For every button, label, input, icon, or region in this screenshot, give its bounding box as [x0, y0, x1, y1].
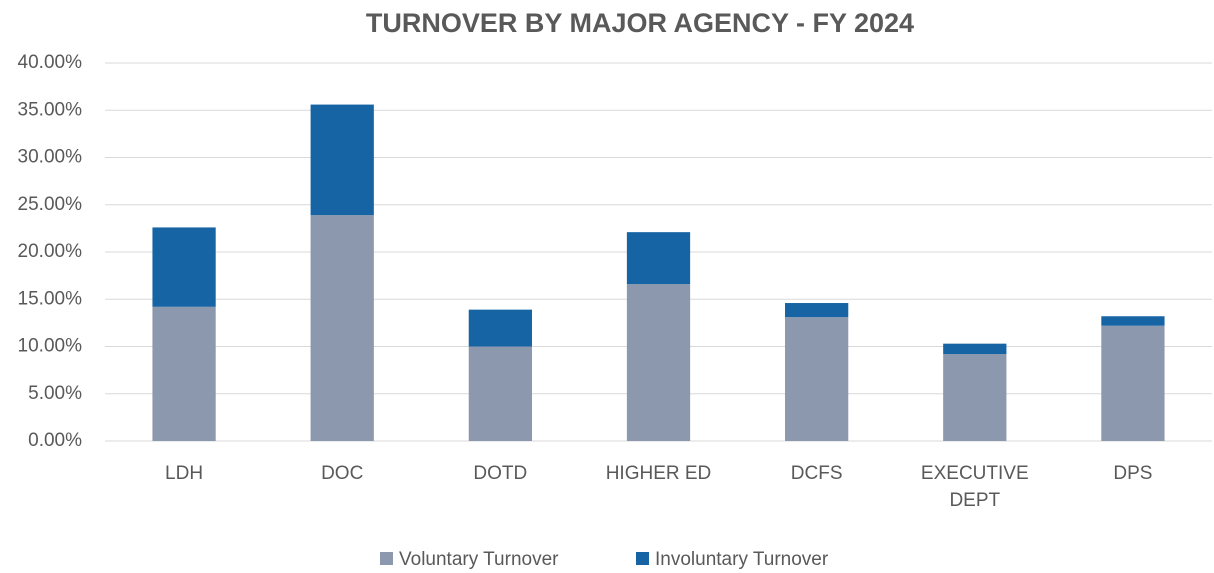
bar-segment: [626, 232, 691, 285]
bar-segment: [310, 215, 374, 441]
y-tick-label: 0.00%: [28, 430, 82, 451]
bar-segment: [943, 354, 1007, 441]
y-tick-label: 20.00%: [18, 241, 83, 262]
bar-segment: [1101, 316, 1165, 326]
y-tick-label: 40.00%: [18, 52, 83, 73]
bar-segment: [785, 303, 849, 318]
bar-segment: [468, 346, 532, 441]
bar-segment: [310, 104, 374, 216]
bar-segment: [1101, 325, 1165, 441]
legend-swatch: [380, 552, 393, 565]
bar-segment: [943, 343, 1007, 355]
chart-title: TURNOVER BY MAJOR AGENCY - FY 2024: [366, 8, 914, 38]
x-tick-label: LDH: [165, 463, 204, 484]
legend-label: Involuntary Turnover: [655, 549, 829, 570]
legend-swatch: [636, 552, 649, 565]
x-tick-label: DPS: [1113, 463, 1153, 484]
x-tick-label: DCFS: [790, 463, 843, 484]
legend-label: Voluntary Turnover: [399, 549, 559, 570]
x-tick-label: EXECUTIVE DEPT: [920, 463, 1029, 511]
y-tick-label: 15.00%: [18, 288, 83, 309]
x-tick-label: DOC: [321, 463, 364, 484]
y-tick-label: 10.00%: [18, 336, 83, 357]
y-tick-label: 5.00%: [28, 383, 82, 404]
bar-segment: [152, 227, 216, 307]
y-tick-label: 30.00%: [18, 147, 83, 168]
bar-segment: [785, 317, 849, 441]
x-tick-label: DOTD: [473, 463, 528, 484]
y-tick-label: 25.00%: [18, 194, 83, 215]
bar-segment: [152, 306, 216, 441]
bar-segment: [626, 284, 691, 441]
x-tick-label: HIGHER ED: [605, 463, 712, 484]
y-tick-label: 35.00%: [18, 99, 83, 120]
bar-segment: [468, 309, 532, 347]
